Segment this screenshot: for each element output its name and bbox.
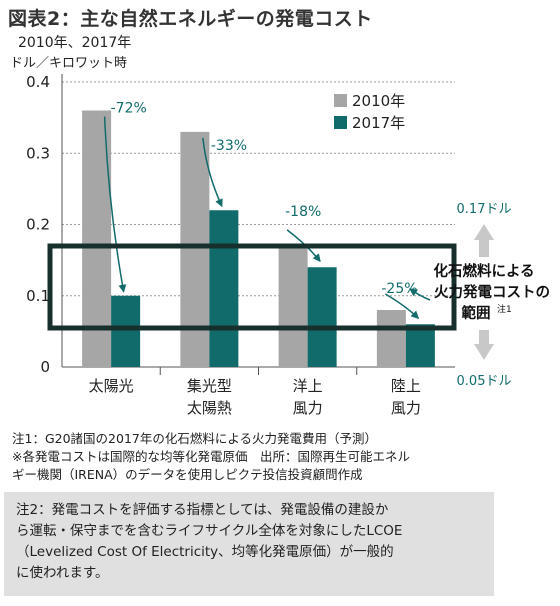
y-tick-label: 0.2 (26, 216, 50, 234)
footnote-line: 注1：G20諸国の2017年の化石燃料による火力発電費用（予測） (12, 431, 377, 446)
category-label: 太陽光 (89, 377, 134, 395)
change-label: -72% (111, 101, 147, 117)
change-arrow (384, 293, 420, 319)
bar-2010 (278, 245, 308, 367)
legend-label: 2010年 (352, 92, 405, 110)
note2-line: に使われます。 (16, 565, 109, 581)
range-label-line: 化石燃料による (433, 262, 534, 280)
legend-label: 2017年 (352, 114, 405, 132)
change-label: -25% (381, 281, 417, 297)
chart-title: 図表2：主な自然エネルギーの発電コスト (8, 8, 373, 30)
range-up-arrow (474, 224, 494, 257)
range-high-label: 0.17ドル (457, 202, 512, 217)
range-label-line: 範囲 (462, 304, 491, 322)
category-label: 洋上 (293, 377, 323, 395)
category-label: 風力 (293, 399, 323, 417)
legend-swatch (334, 94, 347, 107)
note2-line: 注2：発電コストを評価する指標としては、発電設備の建設か (16, 502, 389, 518)
category-label: 太陽熱 (187, 399, 232, 417)
category-label: 集光型 (187, 377, 232, 395)
change-label: -18% (285, 204, 321, 220)
fossil-range-box (47, 243, 457, 331)
range-label-note: 注1 (497, 303, 512, 315)
range-low-label: 0.05ドル (457, 374, 512, 389)
range-down-arrow (474, 330, 494, 360)
note2-line: ら運転・保守までを含むライフサイクル全体を対象にしたLCOE (16, 523, 403, 539)
y-tick-label: 0.1 (26, 287, 50, 305)
footnote-line: ギー機関（IRENA）のデータを使用しピクテ投信投資顧問作成 (12, 467, 363, 482)
note2-line: （Levelized Cost Of Electricity、均等化発電原価）が… (16, 544, 394, 560)
y-tick-label: 0 (40, 358, 50, 376)
y-tick-label: 0.4 (26, 73, 50, 91)
legend-swatch (334, 116, 347, 129)
change-label: -33% (211, 138, 247, 154)
y-tick-label: 0.3 (26, 144, 50, 162)
note2-box: 注2：発電コストを評価する指標としては、発電設備の建設か ら運転・保守までを含む… (4, 492, 494, 596)
change-arrow (202, 137, 223, 208)
range-label-line: 火力発電コストの (434, 283, 550, 301)
bar-2017 (307, 267, 337, 367)
category-label: 陸上 (391, 377, 421, 395)
chart-subtitle: 2010年、2017年 (18, 35, 132, 51)
y-axis-unit: ドル／キロワット時 (10, 56, 128, 71)
bar-2017 (209, 210, 239, 367)
bar-2017 (111, 295, 141, 367)
footnote-line: ※各発電コストは国際的な均等化発電原価 出所：国際再生可能エネル (12, 449, 410, 464)
bar-2010 (376, 310, 406, 367)
category-label: 風力 (391, 399, 421, 417)
range-pointer-arrow (409, 288, 431, 301)
bar-2017 (405, 324, 435, 367)
footnotes: 注1：G20諸国の2017年の化石燃料による火力発電費用（予測） ※各発電コスト… (12, 430, 552, 484)
bar-2010 (180, 131, 210, 367)
change-arrow (103, 116, 127, 293)
